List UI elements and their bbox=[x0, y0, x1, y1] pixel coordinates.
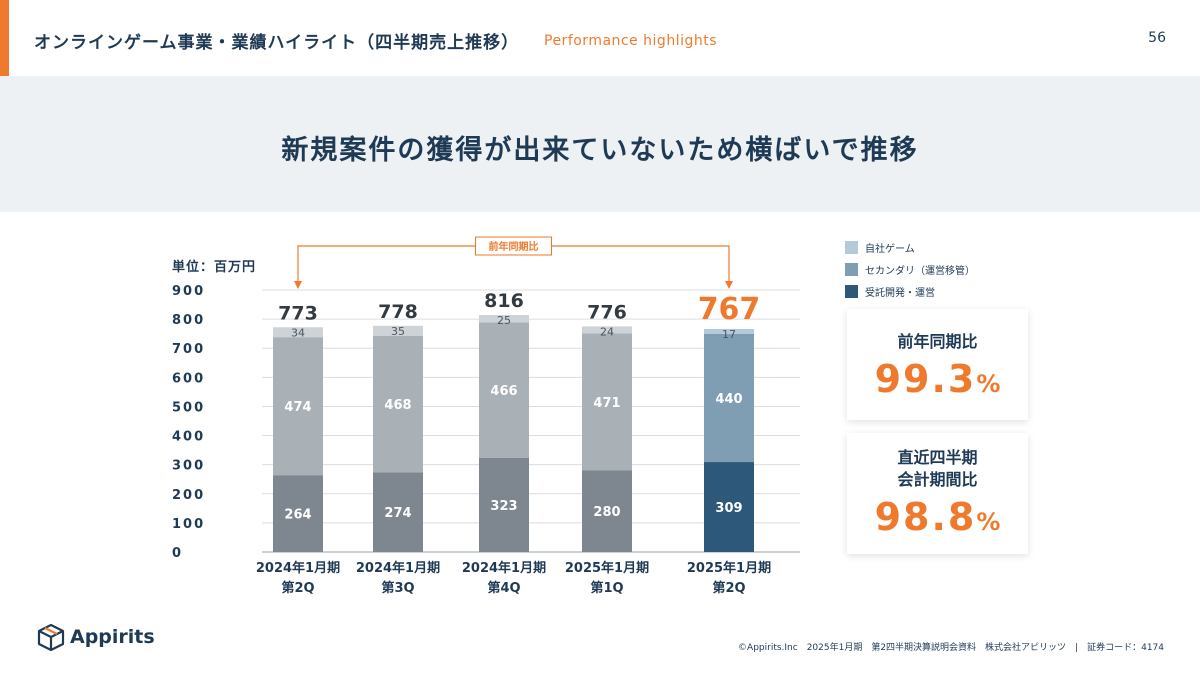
data-label-1-2: 466 bbox=[490, 384, 517, 399]
total-label-4: 767 bbox=[698, 292, 761, 327]
kpi-yoy-number: 99.3 bbox=[874, 357, 977, 401]
bar-segment-2-1 bbox=[373, 325, 423, 336]
kpi-qoq-value: 98.8% bbox=[847, 495, 1028, 544]
yoy-annotation-label: 前年同期比 bbox=[489, 240, 539, 253]
data-label-0-1: 274 bbox=[384, 506, 411, 521]
data-label-1-4: 440 bbox=[715, 392, 742, 407]
total-label-0: 773 bbox=[278, 302, 318, 324]
y-tick-400: 400 bbox=[172, 430, 205, 445]
y-tick-800: 800 bbox=[172, 313, 205, 328]
x-tick-1-line2: 第3Q bbox=[381, 580, 414, 596]
data-label-2-4: 17 bbox=[722, 328, 736, 341]
kpi-qoq-card: 直近四半期 会計期間比 98.8% bbox=[847, 433, 1028, 554]
x-tick-0-line1: 2024年1月期 bbox=[256, 560, 340, 576]
bar-segment-2-2 bbox=[479, 315, 529, 323]
y-tick-100: 100 bbox=[172, 517, 205, 532]
kpi-qoq-label-line1: 直近四半期 bbox=[897, 448, 978, 467]
total-label-3: 776 bbox=[587, 301, 627, 323]
data-label-1-3: 471 bbox=[593, 396, 620, 411]
yoy-arrow-left bbox=[294, 281, 302, 289]
x-tick-4-line1: 2025年1月期 bbox=[687, 560, 771, 576]
bar-segment-1-1 bbox=[373, 335, 423, 473]
unit-label: 単位：百万円 bbox=[172, 259, 256, 275]
data-label-0-3: 280 bbox=[593, 505, 620, 520]
page-subtitle: Performance highlights bbox=[544, 33, 718, 49]
y-tick-0: 0 bbox=[172, 546, 183, 561]
x-tick-3-line1: 2025年1月期 bbox=[565, 560, 649, 576]
bar-segment-1-3 bbox=[582, 333, 632, 471]
y-tick-700: 700 bbox=[172, 342, 205, 357]
data-label-1-1: 468 bbox=[384, 398, 411, 413]
x-tick-2-line2: 第4Q bbox=[487, 580, 520, 596]
kpi-qoq-number: 98.8 bbox=[874, 495, 977, 539]
legend-swatch-1 bbox=[845, 263, 858, 276]
bar-segment-0-1 bbox=[373, 472, 423, 552]
bar-segment-0-0 bbox=[273, 475, 323, 552]
y-tick-900: 900 bbox=[172, 284, 205, 299]
kpi-qoq-unit: % bbox=[976, 508, 1001, 536]
y-tick-600: 600 bbox=[172, 371, 205, 386]
kpi-yoy-unit: % bbox=[976, 370, 1001, 398]
x-tick-2-line1: 2024年1月期 bbox=[462, 560, 546, 576]
bar-segment-0-3 bbox=[582, 470, 632, 552]
kpi-yoy-value: 99.3% bbox=[847, 357, 1028, 406]
total-label-1: 778 bbox=[378, 301, 418, 323]
bar-segment-2-3 bbox=[582, 326, 632, 334]
data-label-0-4: 309 bbox=[715, 501, 742, 516]
yoy-arrow-right bbox=[725, 281, 733, 289]
headline-band bbox=[0, 76, 1200, 212]
appirits-logo-icon bbox=[37, 623, 65, 652]
page-title: オンラインゲーム事業・業績ハイライト（四半期売上推移） bbox=[34, 33, 520, 53]
bar-segment-2-0 bbox=[273, 327, 323, 338]
logo-text: Appirits bbox=[70, 626, 155, 648]
x-tick-1-line1: 2024年1月期 bbox=[356, 560, 440, 576]
yoy-annotation-box bbox=[475, 236, 552, 256]
y-tick-200: 200 bbox=[172, 488, 205, 503]
data-label-0-2: 323 bbox=[490, 499, 517, 514]
headline: 新規案件の獲得が出来ていないため横ばいで推移 bbox=[281, 135, 919, 166]
bar-segment-1-4 bbox=[704, 333, 754, 463]
legend-label-1: セカンダリ（運営移管） bbox=[865, 264, 975, 277]
data-label-0-0: 264 bbox=[284, 508, 311, 523]
bar-segment-0-2 bbox=[479, 457, 529, 552]
data-label-2-0: 34 bbox=[291, 326, 305, 339]
x-tick-4-line2: 第2Q bbox=[712, 580, 745, 596]
y-tick-300: 300 bbox=[172, 459, 205, 474]
legend-swatch-0 bbox=[845, 241, 858, 254]
header-accent-bar bbox=[0, 0, 9, 76]
footer-text: ©Appirits.Inc 2025年1月期 第2四半期決算説明会資料 株式会社… bbox=[738, 643, 1164, 653]
stacked-bar-chart: 単位：百万円 0 100 200 300 400 500 600 700 800 900 264 474… bbox=[172, 236, 975, 596]
bar-segment-0-4 bbox=[704, 462, 754, 552]
data-label-2-2: 25 bbox=[497, 314, 511, 327]
data-label-1-0: 474 bbox=[284, 400, 311, 415]
legend-swatch-2 bbox=[845, 285, 858, 298]
data-label-2-1: 35 bbox=[391, 325, 405, 338]
total-label-2: 816 bbox=[484, 290, 524, 312]
bar-segment-1-0 bbox=[273, 337, 323, 476]
kpi-qoq-label-line2: 会計期間比 bbox=[897, 470, 978, 489]
kpi-yoy-card: 前年同期比 99.3% bbox=[847, 309, 1028, 420]
legend-label-2: 受託開発・運営 bbox=[865, 286, 935, 299]
bar-segment-1-2 bbox=[479, 322, 529, 458]
page-number: 56 bbox=[1148, 30, 1166, 46]
data-label-2-3: 24 bbox=[600, 325, 614, 338]
kpi-yoy-label: 前年同期比 bbox=[897, 332, 978, 351]
bar-segment-2-4 bbox=[704, 329, 754, 334]
legend-label-0: 自社ゲーム bbox=[865, 242, 915, 255]
x-tick-0-line2: 第2Q bbox=[281, 580, 314, 596]
y-tick-500: 500 bbox=[172, 400, 205, 415]
x-tick-3-line2: 第1Q bbox=[590, 580, 623, 596]
